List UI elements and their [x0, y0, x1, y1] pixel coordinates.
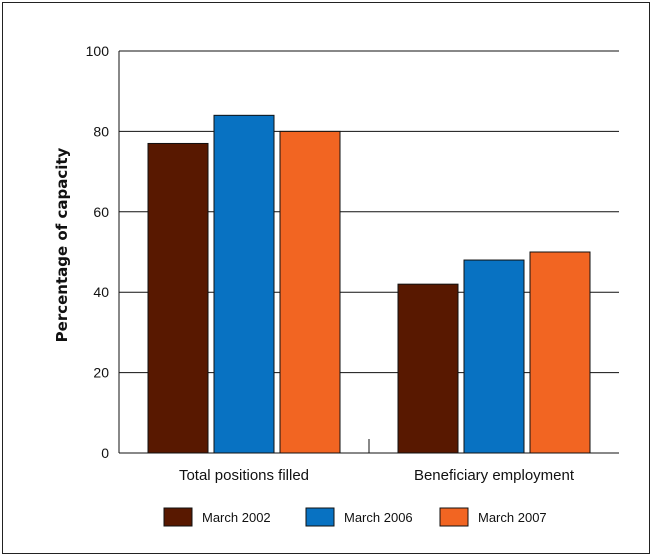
- bar-march-2007-2: [529, 251, 591, 454]
- y-tick-labels: 0 20 40 60 80 100: [86, 43, 110, 461]
- bar-march-2006-2: [463, 259, 525, 454]
- bar-march-2006-1: [213, 114, 275, 454]
- legend-swatch-2: [305, 507, 335, 527]
- y-tick-label-40: 40: [93, 284, 109, 300]
- y-tick-label-20: 20: [93, 365, 109, 381]
- legend-label-1: March 2002: [202, 510, 271, 525]
- x-category-label-2: Beneficiary employment: [414, 467, 575, 484]
- y-tick-label-0: 0: [101, 445, 109, 461]
- x-category-labels: Total positions filled Beneficiary employ…: [179, 467, 575, 484]
- y-tick-label-100: 100: [86, 43, 110, 59]
- y-tick-label-80: 80: [93, 123, 109, 139]
- y-axis-title: Percentage of capacity: [53, 147, 71, 342]
- x-category-label-1: Total positions filled: [179, 467, 309, 484]
- bars-group: [147, 114, 591, 454]
- bar-march-2007-1: [279, 130, 341, 454]
- y-tick-label-60: 60: [93, 204, 109, 220]
- legend: March 2002 March 2006 March 2007: [163, 507, 547, 527]
- bar-march-2002-1: [147, 142, 209, 454]
- legend-label-2: March 2006: [344, 510, 413, 525]
- axes: [118, 51, 619, 454]
- legend-swatch-3: [439, 507, 469, 527]
- legend-label-3: March 2007: [478, 510, 547, 525]
- legend-swatch-1: [163, 507, 193, 527]
- bar-march-2002-2: [397, 283, 459, 454]
